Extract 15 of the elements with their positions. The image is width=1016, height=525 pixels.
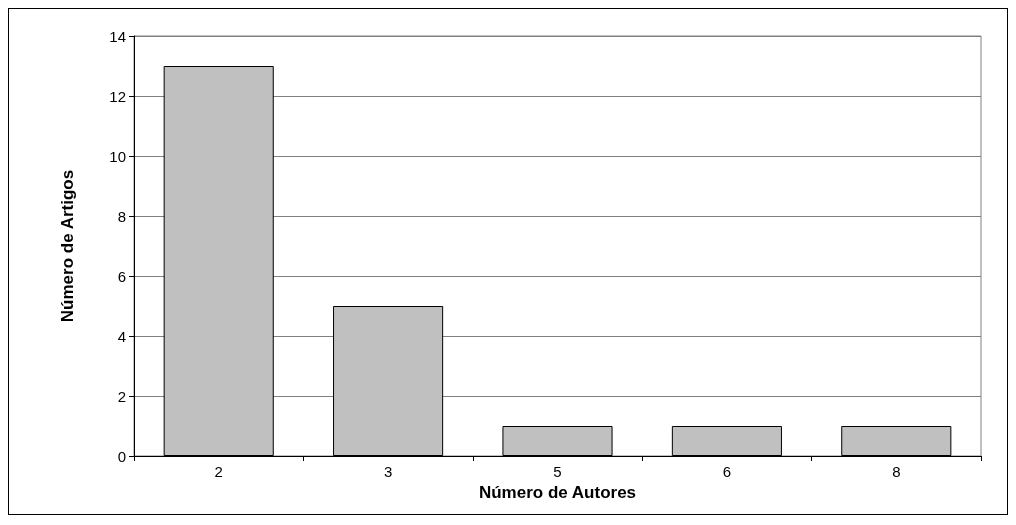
x-tick-label: 8 — [892, 463, 901, 480]
y-tick-label: 4 — [117, 327, 126, 345]
x-axis-title: Número de Autores — [478, 482, 637, 502]
y-tick-label: 6 — [117, 267, 126, 285]
y-tick-label: 2 — [117, 387, 126, 405]
y-tick-label: 10 — [109, 147, 126, 165]
x-tick-label: 5 — [553, 463, 562, 480]
y-tick-label: 8 — [117, 207, 126, 225]
x-tick-label: 3 — [383, 463, 393, 480]
y-axis-title: Número de Artigos — [58, 169, 77, 323]
y-tick-label: 12 — [109, 87, 126, 105]
x-tick-label: 6 — [722, 463, 732, 480]
y-tick-label: 14 — [109, 27, 126, 45]
y-tick-label: 0 — [117, 447, 126, 465]
x-tick-label: 2 — [214, 463, 223, 480]
